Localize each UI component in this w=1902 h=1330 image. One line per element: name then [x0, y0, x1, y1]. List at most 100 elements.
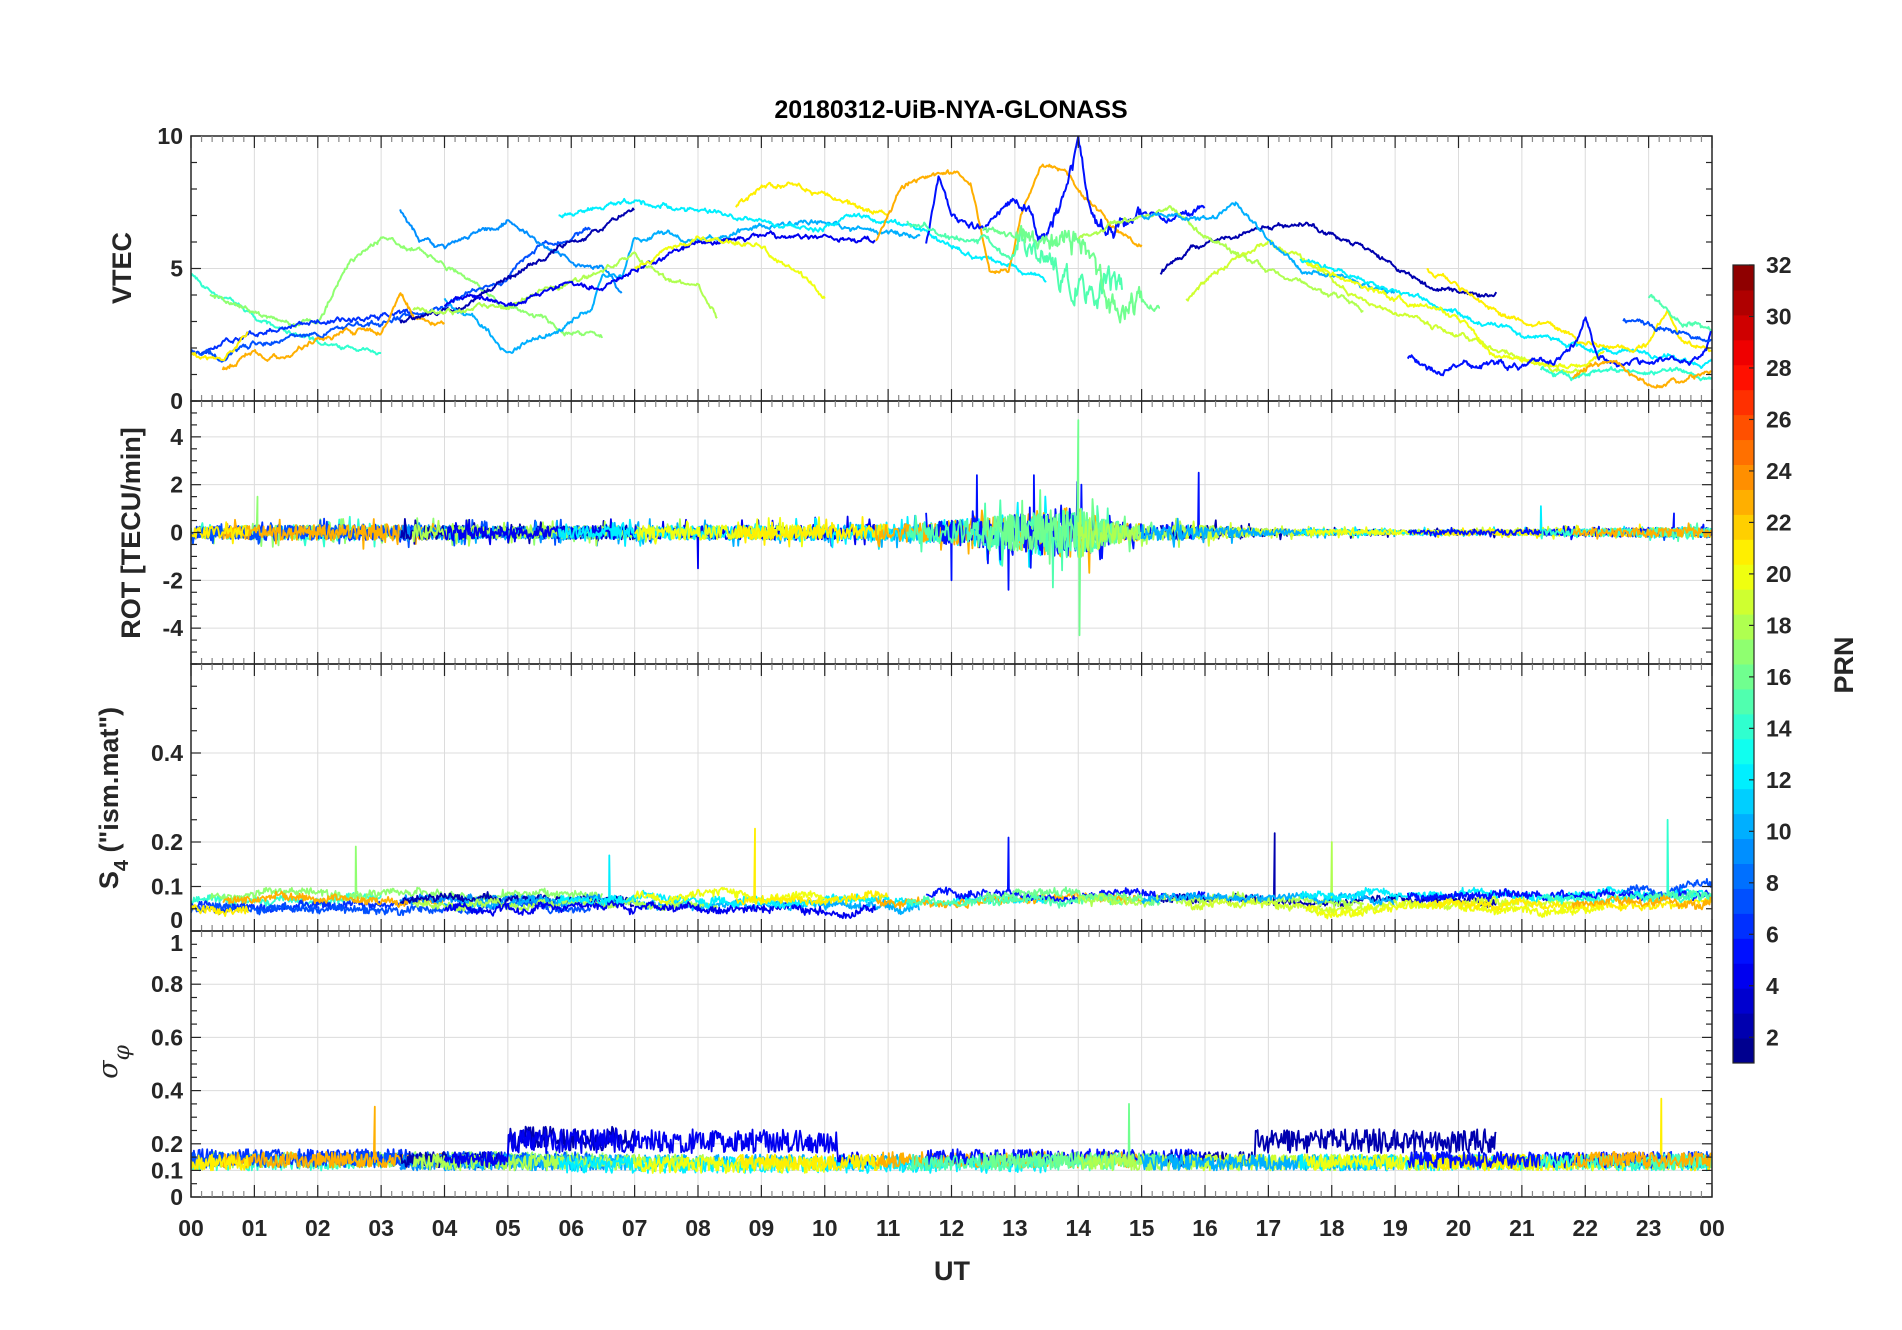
- y-label-s4-main: S: [94, 871, 124, 889]
- x-tick-label: 17: [1256, 1215, 1282, 1241]
- series-vtec-prn-9: [399, 209, 623, 294]
- x-tick-label: 13: [1002, 1215, 1028, 1241]
- y-label-vtec: VTEC: [107, 232, 137, 304]
- y-label-s4: S4 ("ism.mat"): [94, 707, 133, 889]
- series-vtec-prn-6: [191, 308, 414, 356]
- x-tick-label: 09: [749, 1215, 775, 1241]
- y-tick-label-sigma: 0: [170, 1184, 183, 1210]
- x-tick-label: 05: [495, 1215, 521, 1241]
- colorbar-cell: [1733, 389, 1754, 416]
- x-tick-label: 15: [1129, 1215, 1155, 1241]
- colorbar-tick-label: 28: [1766, 355, 1792, 381]
- panel-vtec: 0 5 10: [157, 123, 1713, 414]
- colorbar-cell: [1733, 763, 1754, 790]
- series-sigma-prn-21: [191, 1153, 249, 1172]
- colorbar-cell: [1733, 489, 1754, 515]
- series-rot-prn-23: [1572, 522, 1712, 540]
- series-sigma-prn-15: [1647, 1153, 1712, 1172]
- x-tick-label: 10: [812, 1215, 838, 1241]
- series-vtec-prn-15: [1647, 293, 1712, 332]
- x-tick-label: 08: [685, 1215, 711, 1241]
- panels: 0510-4-202400.10.20.400.10.20.40.60.8100…: [151, 123, 1725, 1241]
- x-tick-label: 19: [1382, 1215, 1408, 1241]
- series-s4-prn-15: [1647, 889, 1712, 902]
- x-tick-label: 00: [178, 1215, 204, 1241]
- colorbar-cell: [1733, 988, 1754, 1014]
- series-rot-prn-21: [191, 521, 249, 545]
- colorbar-cell: [1733, 439, 1754, 465]
- y-tick-label-s4: 0.4: [151, 740, 183, 766]
- y-label-sigma: σφ: [93, 1044, 135, 1078]
- colorbar-cell: [1733, 888, 1754, 914]
- colorbar-tick-label: 24: [1766, 458, 1792, 484]
- colorbar-cell: [1733, 339, 1754, 366]
- x-tick-label: 20: [1446, 1215, 1472, 1241]
- series-vtec-prn-12: [558, 197, 1047, 283]
- colorbar-cell: [1733, 414, 1754, 441]
- colorbar-cell: [1733, 364, 1754, 391]
- y-tick-label-rot: 0: [170, 520, 183, 546]
- series-sigma-prn-4: [443, 1128, 876, 1169]
- colorbar-tick-label: 8: [1766, 870, 1779, 896]
- x-tick-label: 06: [558, 1215, 584, 1241]
- y-tick-label-vtec: 10: [157, 123, 183, 149]
- panel-rot: -4 -2 0 2 4: [163, 400, 1713, 665]
- y-tick-label-rot: -2: [163, 567, 183, 593]
- y-label-sigma-main: σ: [93, 1059, 124, 1079]
- x-tick-label: 12: [939, 1215, 965, 1241]
- series-vtec-prn-5: [1406, 316, 1712, 377]
- y-tick-label-sigma: 0.4: [151, 1078, 183, 1104]
- colorbar-cell: [1733, 464, 1754, 490]
- y-tick-label-sigma: 0.6: [151, 1024, 183, 1050]
- series-vtec-prn-23: [875, 163, 1143, 275]
- series-s4-prn-23: [1571, 894, 1712, 911]
- y-label-s4-sub: 4: [111, 859, 133, 871]
- colorbar-cell: [1733, 688, 1754, 715]
- series-vtec-prn-17: [209, 236, 604, 339]
- colorbar-cell: [1733, 564, 1754, 590]
- y-tick-label-sigma: 1: [170, 930, 183, 956]
- series-s4-prn-23: [222, 890, 445, 908]
- y-tick-label-vtec: 0: [170, 388, 183, 414]
- colorbar-cell: [1733, 863, 1754, 889]
- colorbar-cell: [1733, 614, 1754, 640]
- series-vtec-prn-7: [191, 226, 592, 363]
- series-vtec-prn-20: [1305, 261, 1605, 370]
- colorbar-box: [1732, 264, 1755, 1064]
- colorbar-tick-label: 6: [1766, 921, 1779, 947]
- y-tick-label-sigma: 0.1: [151, 1157, 183, 1183]
- y-tick-label-sigma: 0.8: [151, 971, 183, 997]
- y-label-s4-rest: ("ism.mat"): [94, 707, 124, 860]
- series-vtec-prn-10: [443, 219, 921, 354]
- colorbar-tick-label: 26: [1766, 406, 1792, 432]
- colorbar-tick-label: 22: [1766, 509, 1792, 535]
- x-tick-label: 04: [432, 1215, 458, 1241]
- series-vtec-prn-21: [1426, 268, 1712, 354]
- x-tick-label: 21: [1509, 1215, 1535, 1241]
- series-vtec-prn-18: [412, 251, 718, 319]
- colorbar-tick-label: 18: [1766, 612, 1792, 638]
- colorbar-cell: [1733, 1038, 1754, 1064]
- series-vtec-prn-2: [1159, 221, 1498, 298]
- series-group-rot: [191, 419, 1712, 637]
- colorbar-cell: [1733, 838, 1754, 864]
- colorbar-cell: [1733, 963, 1754, 989]
- series-vtec-prn-23: [221, 292, 445, 371]
- series-s4-prn-10: [1140, 891, 1396, 907]
- colorbar-cell: [1733, 314, 1754, 341]
- colorbar-cell: [1733, 913, 1754, 939]
- series-vtec-prn-12: [1299, 258, 1712, 369]
- y-tick-label-s4: 0: [170, 907, 183, 933]
- series-vtec-prn-7: [1622, 318, 1712, 343]
- colorbar-tick-label: 16: [1766, 664, 1792, 690]
- series-group-s4: [191, 818, 1712, 920]
- y-tick-label-rot: 4: [170, 424, 183, 450]
- colorbar-tick-label: 4: [1766, 973, 1779, 999]
- y-tick-label-rot: -4: [163, 615, 184, 641]
- colorbar-cell: [1733, 1013, 1754, 1039]
- series-s4-prn-14: [1540, 818, 1712, 905]
- series-vtec-prn-21: [191, 331, 249, 362]
- colorbar-cell: [1733, 738, 1754, 765]
- series-vtec-prn-4: [443, 230, 876, 307]
